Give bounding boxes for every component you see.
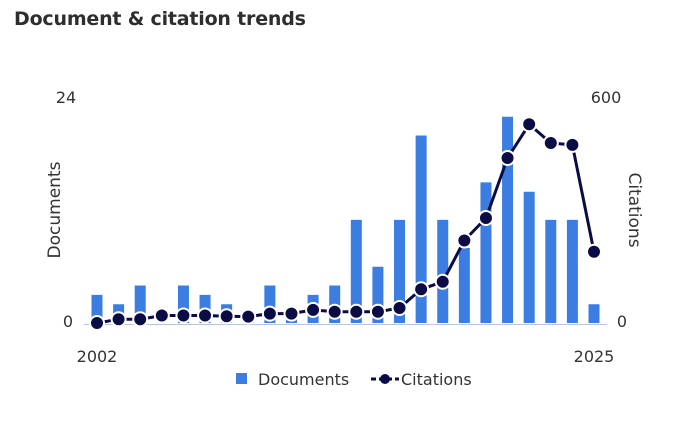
- citations-point-2003: [110, 311, 127, 328]
- documents-bar-2019: [458, 248, 470, 323]
- legend: Documents Citations: [236, 370, 472, 389]
- citations-point-2008: [218, 308, 235, 325]
- citations-point-2011: [283, 305, 300, 322]
- citations-point-2014: [348, 303, 365, 320]
- documents-bars: [91, 116, 600, 323]
- y-left-tick-min: 0: [63, 312, 73, 331]
- documents-bar-2006: [177, 285, 189, 323]
- documents-bar-2004: [134, 285, 146, 323]
- citations-point-2019: [456, 232, 473, 249]
- citations-point-2016: [391, 300, 408, 316]
- documents-bar-2022: [523, 191, 535, 323]
- documents-bar-2023: [545, 219, 557, 323]
- documents-bar-2025: [588, 304, 600, 323]
- x-tick-first: 2002: [77, 347, 118, 366]
- documents-bar-2015: [372, 266, 384, 323]
- citations-line: [96, 122, 596, 325]
- y-left-tick-max: 24: [56, 88, 76, 107]
- citations-point-2022: [521, 116, 538, 133]
- citations-point-2004: [132, 311, 149, 328]
- y-right-tick-max: 600: [591, 88, 622, 107]
- documents-bar-2024: [566, 219, 578, 323]
- legend-citations-label: Citations: [401, 370, 472, 389]
- citations-point-2006: [175, 307, 192, 324]
- citations-point-2007: [197, 307, 214, 324]
- citations-point-2002: [89, 315, 105, 331]
- chart-title: Document & citation trends: [14, 8, 306, 30]
- citations-point-2010: [261, 305, 278, 322]
- legend-documents-swatch: [236, 373, 247, 384]
- citations-points: [89, 116, 602, 331]
- citations-point-2024: [564, 136, 581, 153]
- documents-bar-2021: [502, 116, 514, 323]
- x-tick-last: 2025: [574, 347, 615, 366]
- y-left-axis-label: Documents: [45, 161, 65, 258]
- citations-point-2005: [153, 307, 170, 324]
- documents-bar-2018: [437, 219, 449, 323]
- citations-point-2015: [369, 303, 386, 320]
- citations-point-2017: [413, 281, 430, 298]
- documents-bar-2014: [350, 219, 362, 323]
- documents-bar-2002: [91, 294, 103, 323]
- legend-citations-marker: [380, 374, 390, 384]
- citations-point-2021: [499, 150, 516, 166]
- documents-bar-2010: [264, 285, 276, 323]
- documents-bar-2016: [394, 219, 406, 323]
- citations-point-2018: [434, 273, 451, 290]
- legend-documents-label: Documents: [258, 370, 349, 389]
- citations-point-2023: [542, 135, 559, 151]
- y-right-tick-min: 0: [617, 312, 627, 331]
- y-right-axis-label: Citations: [624, 172, 644, 247]
- citations-point-2020: [477, 210, 494, 226]
- citations-point-2012: [305, 301, 322, 318]
- citations-point-2013: [326, 303, 343, 320]
- citations-point-2025: [586, 243, 602, 260]
- documents-bar-2020: [480, 182, 492, 323]
- documents-bar-2017: [415, 135, 427, 323]
- citations-point-2009: [240, 308, 257, 325]
